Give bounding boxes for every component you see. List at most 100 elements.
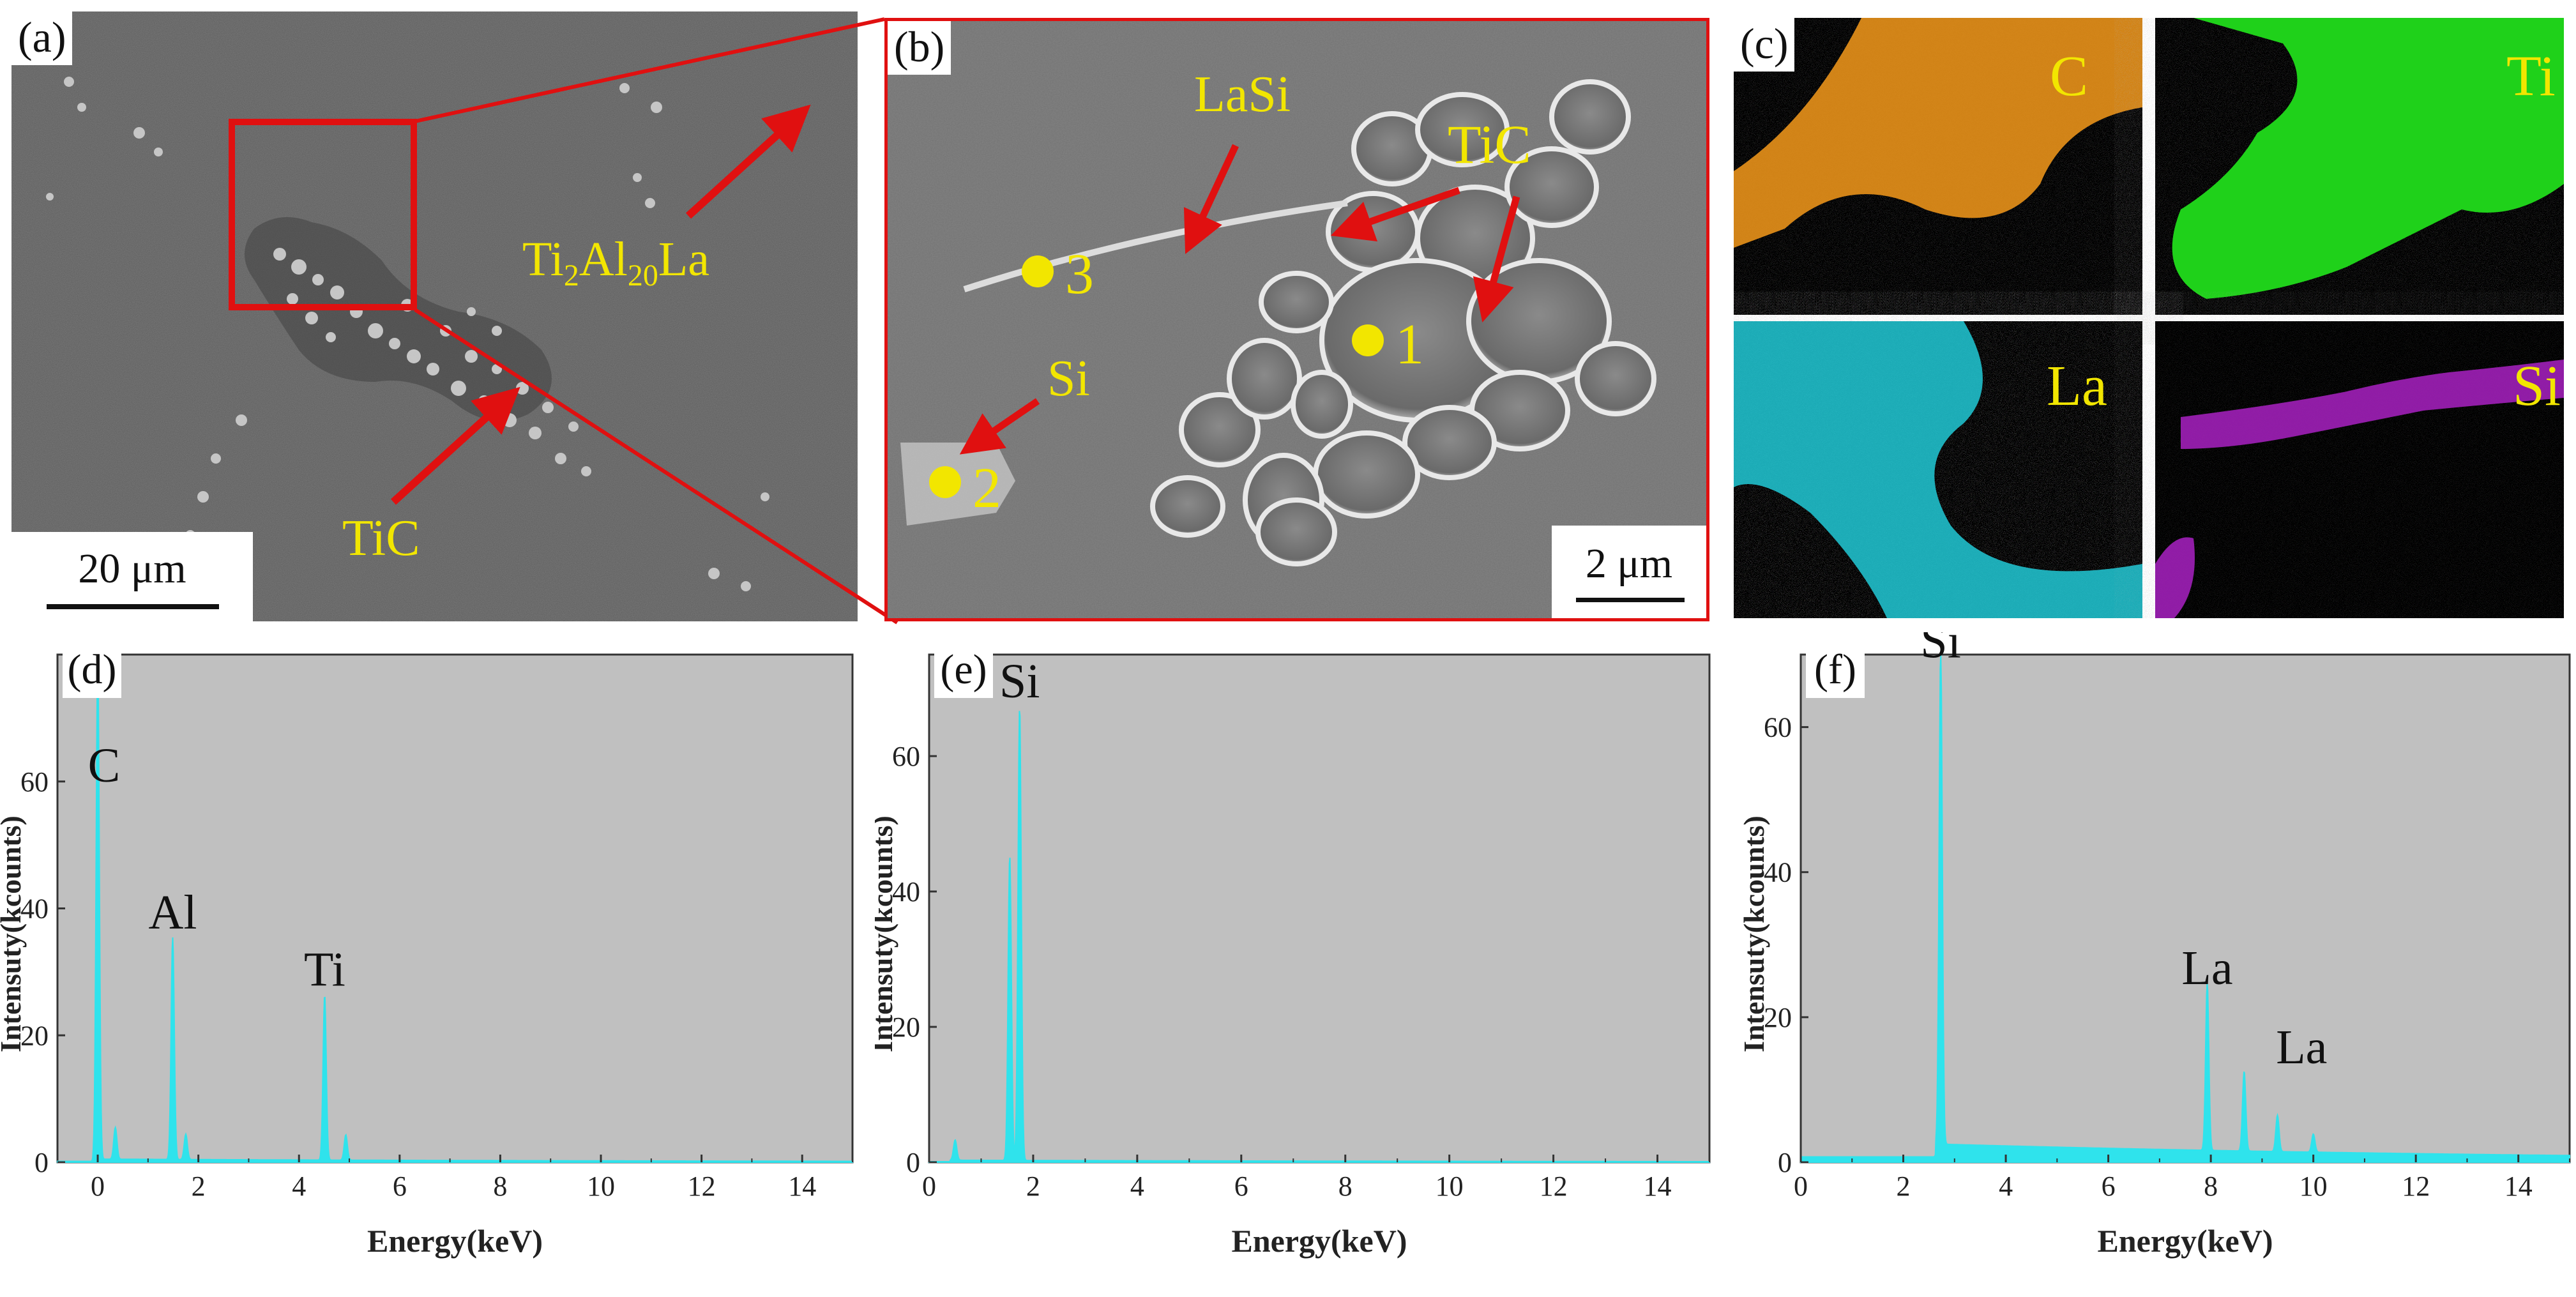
y-tick-label: 60 (20, 766, 49, 798)
x-tick-label: 0 (1794, 1171, 1808, 1202)
y-tick-label: 20 (1764, 1002, 1792, 1033)
panel-tag-bg (63, 641, 121, 698)
y-tick-label: 40 (20, 893, 49, 925)
x-tick-label: 4 (1130, 1171, 1144, 1202)
spectrum-panel-f: 0 2 4 6 8 10 12 14 0 20 40 60 Si La La Energy(keV) Inten… (1724, 615, 2576, 1294)
scalebar-line-a (47, 604, 219, 609)
zoom-connector-lines (414, 17, 898, 625)
x-tick-label: 6 (2102, 1171, 2116, 1202)
spectrum-panel-e: 0 2 4 6 8 10 12 14 0 20 40 60 Si Energy(keV) Intensuty… (866, 632, 1724, 1294)
map-label-la: La (2047, 354, 2107, 418)
zoom-region-box (229, 119, 417, 310)
x-tick-label: 14 (1644, 1171, 1672, 1202)
scalebar-label-a: 20 μm (78, 545, 186, 592)
panel-tag-a: (a) (11, 11, 73, 65)
eds-map-panel-c: (c) C Ti La Si (1734, 18, 2564, 618)
peak-label: La (2181, 941, 2232, 995)
plot-area (56, 653, 854, 1164)
spectrum-area (1800, 654, 2570, 1163)
spectrum-chart-e: 0 2 4 6 8 10 12 14 0 20 40 60 Si Energy(keV) Intensuty… (866, 641, 1711, 1259)
lasi-label: LaSi (1194, 66, 1291, 123)
sem-image-a (11, 11, 858, 621)
spectrum-panel-d: 0 2 4 6 8 10 12 14 0 20 40 60 C Al Ti Energy(keV) Intens… (0, 632, 868, 1294)
panel-tag: (e) (940, 646, 987, 693)
map-la (1734, 321, 2142, 618)
panel-tag-bg (934, 641, 993, 698)
y-axis-label: Intensuty(kcounts) (0, 815, 27, 1052)
x-axis-label: Energy(keV) (2098, 1223, 2273, 1259)
x-tick-label: 10 (1436, 1171, 1464, 1202)
x-tick-label: 10 (2299, 1171, 2328, 1202)
point-marker-1 (1352, 324, 1384, 356)
tic-grains (1150, 79, 1656, 566)
arrow-matrix (685, 104, 811, 219)
peak-label: Al (148, 886, 197, 939)
sem-panel-b: (b) 1 2 3 LaSi TiC Si 2 μm (884, 18, 1709, 621)
y-tick-label: 0 (34, 1147, 49, 1178)
peak-label: Si (999, 655, 1040, 708)
y-tick-label: 0 (1778, 1147, 1792, 1178)
map-si (2155, 321, 2564, 618)
tic-label-a: TiC (342, 510, 420, 566)
point-marker-2 (929, 466, 961, 498)
x-tick-label: 8 (1338, 1171, 1352, 1202)
x-tick-label: 12 (1540, 1171, 1568, 1202)
sem-image-b (888, 21, 1706, 618)
panel-tag-bg (1806, 641, 1865, 698)
x-tick-label: 8 (493, 1171, 507, 1202)
scalebar-b: 2 μm (1552, 526, 1706, 618)
y-tick-label: 20 (20, 1020, 49, 1051)
spectrum-area (928, 711, 1710, 1163)
x-tick-label: 12 (2402, 1171, 2430, 1202)
panel-tag: (f) (1814, 646, 1856, 693)
x-tick-label: 4 (1999, 1171, 2013, 1202)
spectrum-chart-f: 0 2 4 6 8 10 12 14 0 20 40 60 Si La La Energy(keV) Inten… (1738, 615, 2571, 1259)
x-tick-label: 14 (2504, 1171, 2533, 1202)
panel-tag: (d) (68, 646, 117, 693)
y-tick-label: 40 (1764, 857, 1792, 888)
map-ti (2155, 18, 2564, 315)
point-marker-3 (1022, 255, 1054, 287)
x-tick-label: 12 (688, 1171, 716, 1202)
spectrum-chart-d: 0 2 4 6 8 10 12 14 0 20 40 60 C Al Ti Energy(keV) Intens… (0, 641, 854, 1259)
x-tick-label: 2 (1897, 1171, 1911, 1202)
scalebar-line-b (1576, 598, 1685, 602)
y-axis-label: Intensuty(kcounts) (875, 815, 898, 1052)
map-label-c: C (2050, 45, 2089, 108)
x-tick-label: 6 (393, 1171, 407, 1202)
x-tick-label: 2 (192, 1171, 206, 1202)
matrix-phase-label: Ti2Al20La (522, 232, 710, 293)
y-tick-label: 0 (906, 1147, 920, 1178)
arrows-b (959, 144, 1520, 455)
x-tick-label: 4 (292, 1171, 306, 1202)
arrows-a (390, 104, 811, 505)
x-tick-label: 14 (788, 1171, 816, 1202)
x-axis-label: Energy(keV) (1232, 1223, 1407, 1259)
panel-tag-b: (b) (888, 21, 951, 75)
x-tick-label: 0 (91, 1171, 105, 1202)
x-tick-label: 2 (1026, 1171, 1040, 1202)
x-tick-label: 10 (587, 1171, 615, 1202)
map-c (1734, 18, 2142, 315)
y-tick-label: 40 (892, 876, 920, 907)
y-tick-label: 60 (892, 741, 920, 772)
peak-label: Si (1920, 632, 1960, 669)
spectrum-area (57, 654, 853, 1163)
peak-label: Ti (304, 943, 345, 997)
x-tick-label: 6 (1234, 1171, 1248, 1202)
y-tick-label: 20 (892, 1012, 920, 1043)
y-tick-label: 60 (1764, 712, 1792, 743)
tic-label-b: TiC (1448, 114, 1531, 175)
point-label-3: 3 (1065, 243, 1094, 306)
peak-label: La (2276, 1020, 2327, 1074)
si-label-b: Si (1047, 351, 1090, 407)
scalebar-a: 20 μm (11, 532, 253, 621)
map-label-ti: Ti (2506, 45, 2556, 108)
sem-panel-a: (a) Ti2Al20La TiC 20 μm (11, 11, 858, 621)
panel-tag-c: (c) (1734, 18, 1795, 72)
eds-maps (1734, 18, 2564, 618)
plot-area (1799, 653, 2571, 1164)
lasi-phase-streak (963, 200, 1348, 292)
map-label-si: Si (2513, 354, 2561, 418)
peak-label: C (88, 739, 121, 793)
